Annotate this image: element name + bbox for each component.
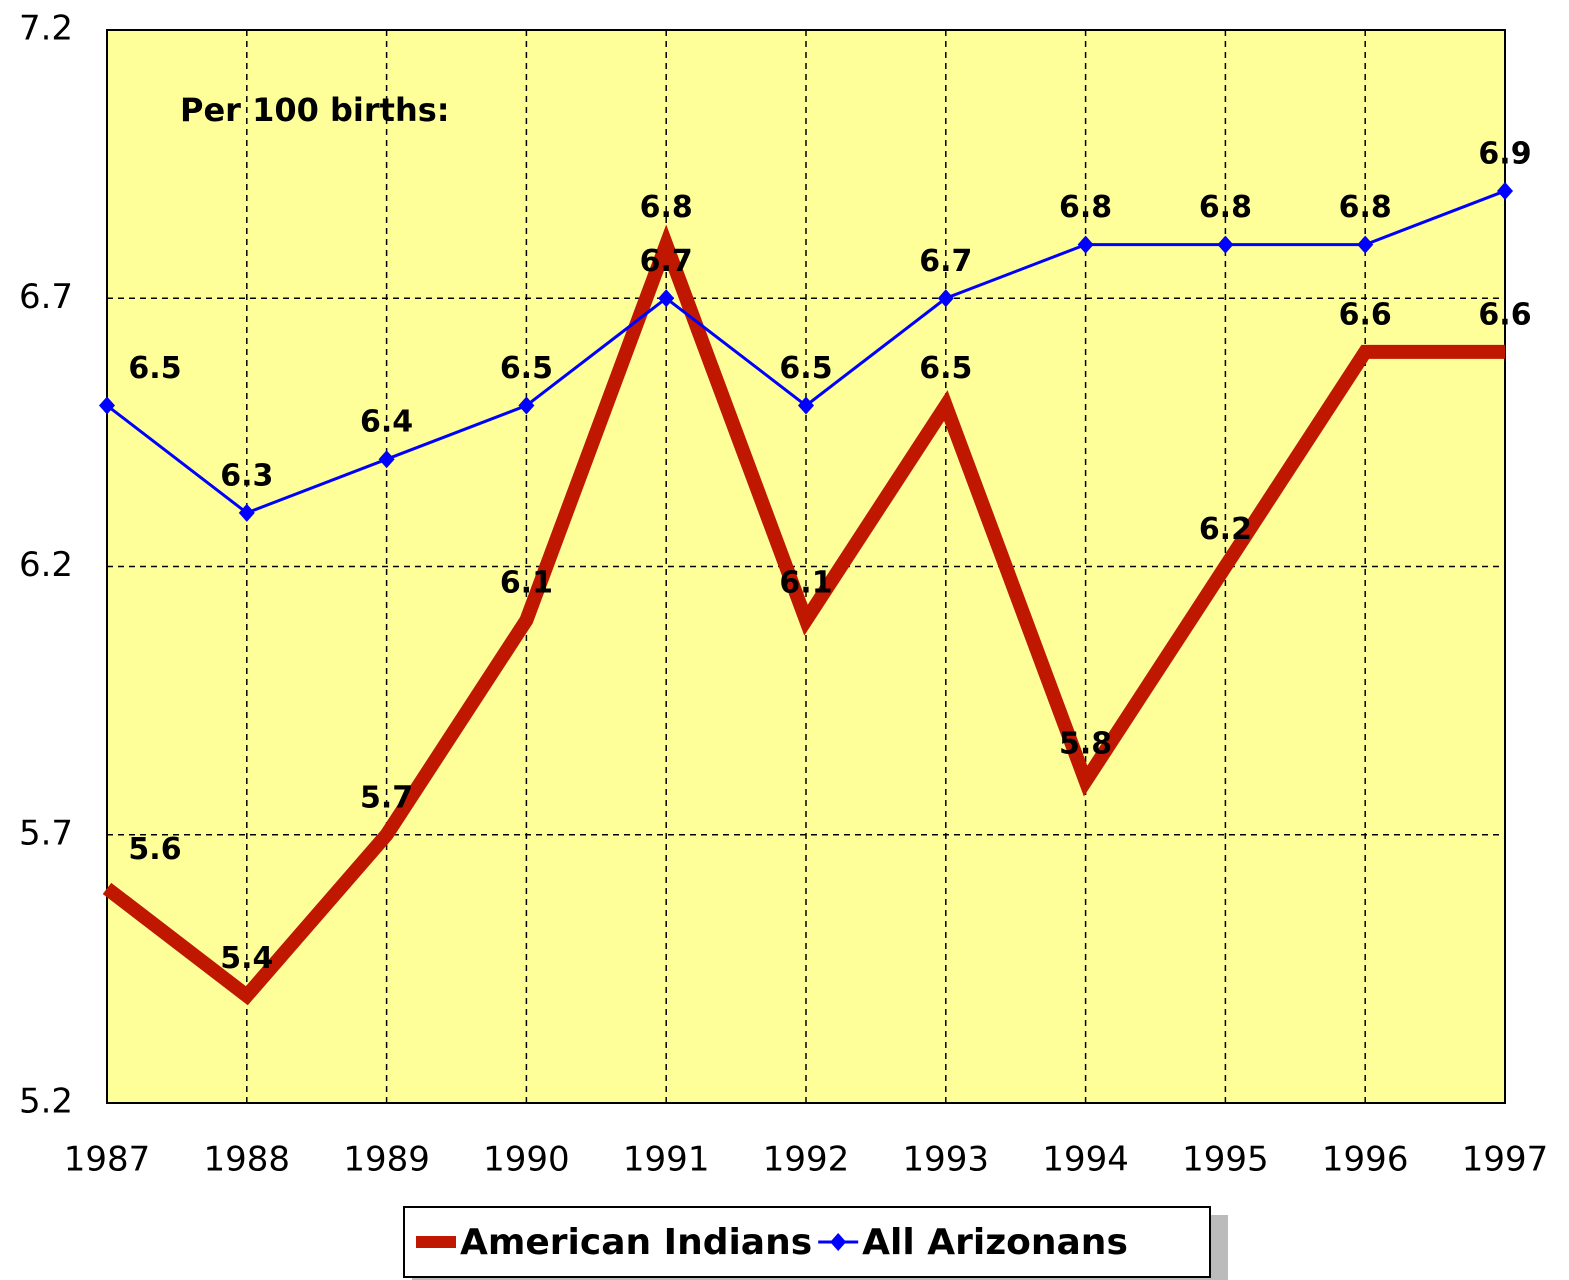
x-tick-label: 1993: [903, 1140, 990, 1180]
y-tick-label: 5.2: [19, 1082, 73, 1122]
data-label: 6.6: [1339, 297, 1392, 332]
x-tick-label: 1996: [1322, 1140, 1409, 1180]
legend-box: [403, 1206, 1211, 1278]
x-tick-label: 1988: [204, 1140, 291, 1180]
data-label: 6.7: [640, 244, 693, 279]
marker: [99, 396, 115, 415]
y-tick-label: 6.7: [19, 277, 73, 317]
data-label: 6.1: [779, 566, 832, 601]
data-label: 6.1: [500, 566, 553, 601]
data-label: 6.6: [1478, 297, 1531, 332]
legend-label: All Arizonans: [862, 1222, 1128, 1263]
x-tick-label: 1990: [483, 1140, 570, 1180]
y-tick-label: 6.2: [19, 545, 73, 585]
data-label: 6.5: [779, 351, 832, 386]
y-tick-label: 5.7: [19, 813, 73, 853]
x-tick-label: 1991: [623, 1140, 710, 1180]
data-label: 6.7: [919, 244, 972, 279]
data-label: 5.4: [220, 941, 273, 976]
data-label: 6.5: [128, 351, 181, 386]
data-label: 6.5: [500, 351, 553, 386]
x-tick-label: 1995: [1182, 1140, 1269, 1180]
marker: [1217, 235, 1234, 254]
marker: [798, 396, 814, 415]
data-label: 6.5: [919, 351, 972, 386]
legend-marker: [830, 1233, 847, 1251]
marker: [378, 450, 395, 469]
marker: [1077, 235, 1094, 254]
data-label: 6.9: [1478, 136, 1531, 171]
marker: [238, 503, 255, 522]
data-label: 6.8: [640, 190, 693, 225]
marker: [658, 289, 675, 308]
marker: [937, 289, 954, 308]
data-label: 6.4: [360, 405, 413, 440]
marker: [518, 396, 535, 415]
data-label: 6.3: [220, 458, 273, 493]
x-tick-label: 1997: [1462, 1140, 1549, 1180]
data-label: 6.8: [1059, 190, 1112, 225]
x-tick-label: 1987: [64, 1140, 151, 1180]
annotation: Per 100 births:: [180, 91, 450, 129]
data-label: 6.8: [1199, 190, 1252, 225]
data-label: 6.2: [1199, 512, 1252, 547]
x-tick-label: 1992: [763, 1140, 850, 1180]
legend-label: American Indians: [460, 1222, 812, 1263]
marker: [1357, 235, 1374, 254]
marker: [1497, 181, 1513, 200]
y-tick-label: 7.2: [19, 9, 73, 49]
data-label: 5.6: [128, 832, 181, 867]
series-line: [102, 224, 1505, 1006]
x-tick-label: 1989: [343, 1140, 430, 1180]
x-tick-label: 1994: [1042, 1140, 1129, 1180]
data-label: 6.8: [1339, 190, 1392, 225]
data-label: 5.8: [1059, 727, 1112, 762]
data-label: 5.7: [360, 780, 413, 815]
legend: American Indians All Arizonans: [403, 1206, 1228, 1280]
